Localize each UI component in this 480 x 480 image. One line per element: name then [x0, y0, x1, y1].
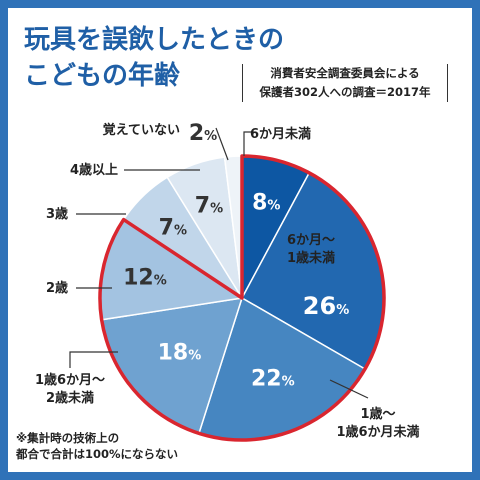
slice-label-6: 3歳 — [46, 206, 68, 222]
slice-value-7: 7% — [195, 193, 223, 218]
footnote-line1: ※集計時の技術上の — [16, 431, 120, 445]
slice-value-5: 12% — [123, 266, 167, 291]
footnote: ※集計時の技術上の 都合で合計は100%にならない — [16, 430, 178, 462]
slice-value-3: 22% — [251, 366, 295, 391]
slice-label-4: 1歳6か月〜 2歳未満 — [35, 372, 105, 406]
source-note: 消費者安全調査委員会による 保護者302人への調査＝2017年 — [242, 64, 448, 102]
chart-title-line1: 玩具を誤飲したときの — [24, 25, 285, 55]
slice-value-8: 2% — [189, 121, 217, 146]
slice-value-2: 26% — [303, 292, 349, 320]
leader-line-1 — [243, 131, 254, 156]
slice-label-3: 1歳〜 1歳6か月未満 — [336, 406, 419, 440]
slice-value-4: 18% — [158, 341, 202, 366]
source-line2: 保護者302人への調査＝2017年 — [259, 85, 431, 99]
leader-line-4 — [69, 351, 118, 368]
slice-label-8: 覚えていない — [102, 122, 180, 138]
chart-title-line2: こどもの年齢 — [24, 61, 181, 91]
leader-line-3 — [329, 379, 369, 399]
slice-label-7: 4歳以上 — [70, 162, 118, 178]
source-line1: 消費者安全調査委員会による — [270, 66, 420, 80]
slice-label-1: 6か月未満 — [250, 126, 311, 142]
slice-value-6: 7% — [159, 216, 187, 241]
highlight-outline — [98, 154, 386, 442]
slice-label-2: 6か月〜 1歳未満 — [287, 233, 335, 266]
slice-value-1: 8% — [252, 191, 280, 216]
footnote-line2: 都合で合計は100%にならない — [16, 447, 179, 461]
slice-label-5: 2歳 — [46, 280, 68, 296]
leader-line-8 — [215, 127, 229, 161]
